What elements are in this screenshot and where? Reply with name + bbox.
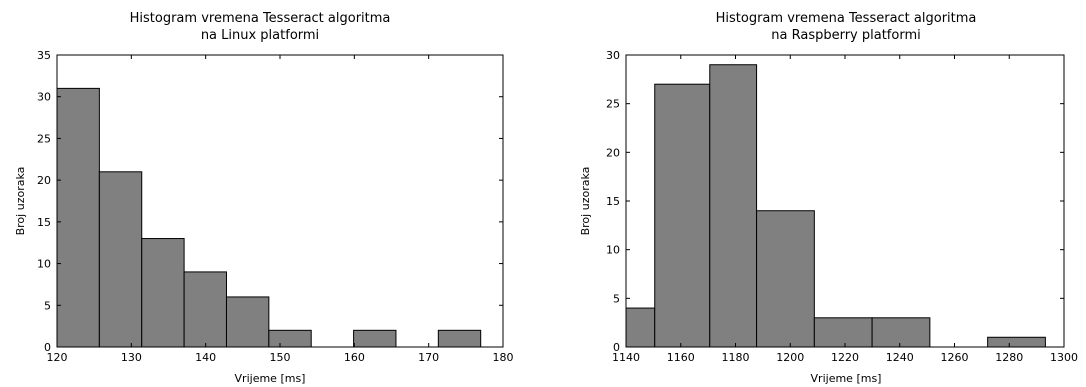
- histogram-bar: [813, 317, 873, 348]
- x-axis-label: Vrijeme [ms]: [811, 372, 882, 385]
- y-tick-label: 30: [37, 91, 51, 104]
- histogram-bar: [98, 171, 143, 348]
- x-tick-label: 1260: [941, 351, 969, 364]
- histogram-bar: [756, 210, 815, 348]
- y-tick-label: 10: [606, 244, 620, 257]
- x-tick-label: 1280: [995, 351, 1023, 364]
- x-tick-label: 120: [47, 351, 68, 364]
- histogram-bar: [709, 64, 758, 348]
- histogram-bar: [56, 87, 100, 348]
- histogram-bar: [871, 317, 931, 348]
- x-tick-label: 140: [195, 351, 216, 364]
- histogram-bar: [625, 307, 656, 348]
- histogram-bar: [141, 238, 185, 348]
- plot-frame: [56, 54, 504, 348]
- x-tick-label: 1140: [612, 351, 640, 364]
- y-tick-label: 25: [37, 132, 51, 145]
- bars-group: [625, 64, 1046, 348]
- histogram-linux: Histogram vremena Tesseract algoritma na…: [14, 11, 514, 385]
- histogram-bar: [183, 271, 227, 348]
- x-tick-label: 1160: [667, 351, 695, 364]
- y-axis-label: Broj uzoraka: [579, 167, 592, 236]
- y-axis-label: Broj uzoraka: [14, 167, 27, 236]
- y-tick-label: 10: [37, 258, 51, 271]
- bars-group: [56, 87, 482, 348]
- chart-title-line1: Histogram vremena Tesseract algoritma: [130, 11, 391, 26]
- y-tick-label: 15: [37, 216, 51, 229]
- x-tick-label: 1300: [1050, 351, 1078, 364]
- y-tick-label: 20: [37, 174, 51, 187]
- y-tick-label: 5: [44, 299, 51, 312]
- chart-title-line2: na Linux platformi: [201, 28, 319, 43]
- y-tick-label: 35: [37, 49, 51, 62]
- chart-title-line2: na Raspberry platformi: [771, 28, 920, 43]
- histogram-bar: [987, 336, 1046, 348]
- y-tick-label: 25: [606, 98, 620, 111]
- x-tick-label: 1200: [776, 351, 804, 364]
- histogram-bar: [225, 296, 270, 348]
- x-tick-label: 1240: [886, 351, 914, 364]
- histogram-bar: [654, 83, 711, 348]
- y-tick-label: 0: [613, 341, 620, 354]
- histogram-bar: [437, 329, 482, 348]
- x-tick-label: 170: [418, 351, 439, 364]
- y-tick-label: 0: [44, 341, 51, 354]
- chart-title-line1: Histogram vremena Tesseract algoritma: [716, 11, 977, 26]
- y-tick-label: 20: [606, 146, 620, 159]
- histogram-linux-svg: Histogram vremena Tesseract algoritma na…: [14, 11, 514, 385]
- x-axis-label: Vrijeme [ms]: [235, 372, 306, 385]
- x-tick-label: 180: [493, 351, 514, 364]
- histogram-bar: [268, 329, 312, 348]
- plot-frame: [625, 54, 1065, 348]
- x-tick-label: 1180: [722, 351, 750, 364]
- y-tick-label: 15: [606, 195, 620, 208]
- x-tick-label: 130: [121, 351, 142, 364]
- x-tick-label: 150: [270, 351, 291, 364]
- ticks-group: 1140 1160 1180 1200 1220 1240 1260 1280 1300 0 5 10…: [606, 49, 1078, 364]
- y-tick-label: 30: [606, 49, 620, 62]
- y-tick-label: 5: [613, 292, 620, 305]
- histogram-raspberry-svg: Histogram vremena Tesseract algoritma na…: [579, 11, 1078, 385]
- histogram-bar: [353, 329, 397, 348]
- histogram-raspberry: Histogram vremena Tesseract algoritma na…: [543, 0, 1086, 387]
- x-tick-label: 1220: [831, 351, 859, 364]
- x-tick-label: 160: [344, 351, 365, 364]
